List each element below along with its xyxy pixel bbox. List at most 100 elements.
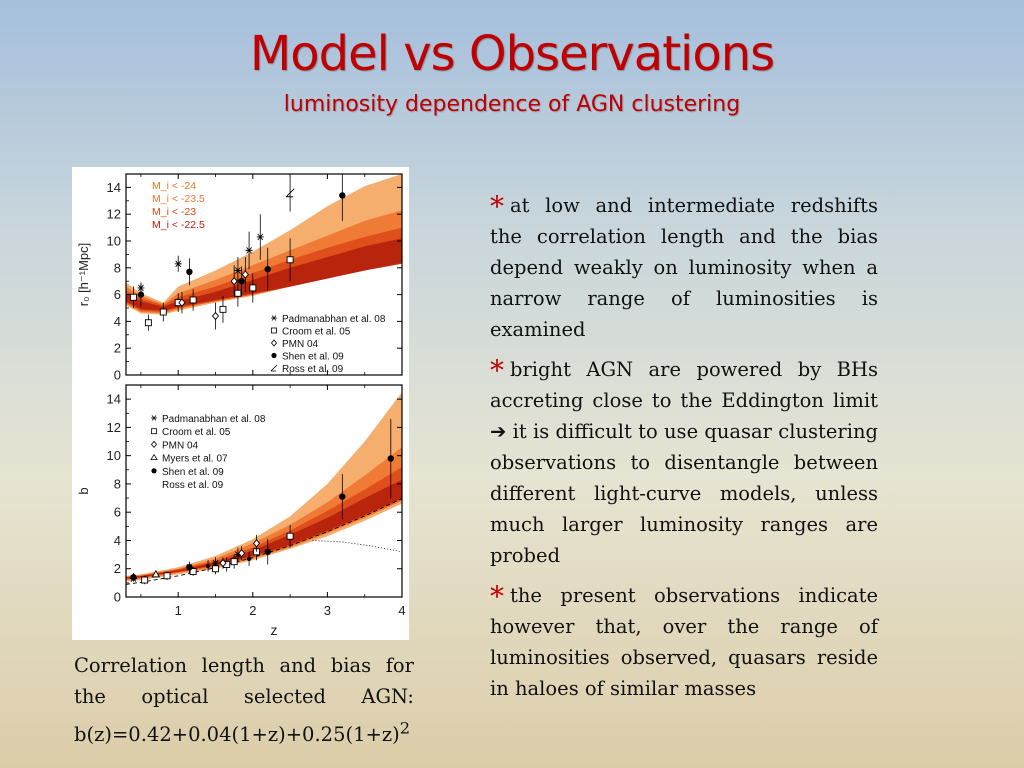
y-tick-label: 2 [114, 341, 121, 356]
y-tick-label: 12 [107, 420, 121, 435]
bullet-star-icon: * [490, 580, 504, 613]
data-point [286, 256, 294, 264]
legend-marker [150, 440, 158, 449]
figure-caption: Correlation length and bias for the opti… [74, 650, 414, 750]
plot-frame [125, 173, 403, 376]
data-point [339, 493, 346, 500]
legend-marker [151, 428, 157, 435]
data-point [189, 296, 197, 304]
bullet-text: bright AGN are powered by BHs accreting … [490, 358, 878, 567]
data-point [241, 270, 249, 279]
data-point [252, 539, 261, 548]
data-point [211, 311, 220, 321]
legend-marker [150, 453, 158, 460]
model-band-0-2 [126, 227, 402, 312]
data-point [189, 568, 197, 576]
model-legend-entry: M_i < -23 [152, 206, 196, 218]
data-point [141, 576, 149, 584]
model-legend-entry: M_i < -23.5 [152, 193, 205, 205]
y-tick-label: 0 [114, 590, 121, 605]
figure-panel: 0 2 4 6 8 10 12 14 r₀ [h⁻¹Mpc] M_i < -24 M_i < -23… [72, 167, 409, 640]
y-tick-label: 2 [114, 561, 121, 576]
plot-frame [125, 384, 403, 598]
data-point [264, 265, 271, 273]
data-point [205, 563, 211, 569]
y-tick-label: 4 [114, 314, 121, 329]
legend-entry: Shen et al. 09 [162, 467, 224, 478]
data-point [286, 532, 294, 540]
legend-marker [271, 352, 277, 359]
y-axis-label: b [76, 487, 91, 494]
bullet-star-icon: * [490, 190, 504, 223]
data-point [285, 188, 295, 198]
data-point [186, 564, 193, 571]
y-tick-label: 6 [114, 287, 121, 302]
data-point [234, 289, 242, 297]
x-axis-label: z [271, 622, 278, 638]
data-point [219, 305, 227, 313]
data-point [159, 308, 167, 316]
legend-entry: Croom et al. 05 [162, 427, 231, 438]
bullet-text: at low and intermediate redshifts the co… [490, 194, 878, 341]
dotted-curve [312, 540, 402, 553]
legend-entry: PMN 04 [282, 339, 319, 350]
y-axis-label: r₀ [h⁻¹Mpc] [76, 243, 91, 307]
y-tick-label: 14 [107, 392, 121, 407]
data-point [130, 574, 137, 581]
legend-marker [270, 364, 278, 372]
model-legend-entry: M_i < -22.5 [152, 219, 205, 231]
model-band-0-3 [126, 238, 402, 311]
model-band-0-1 [126, 210, 402, 314]
model-band-0-0 [126, 174, 402, 315]
y-tick-label: 0 [114, 368, 121, 383]
data-point [230, 558, 238, 566]
y-tick-label: 10 [107, 448, 121, 463]
data-point [212, 565, 219, 573]
x-tick-label: 3 [324, 603, 331, 618]
data-point [151, 569, 161, 578]
bullet-item: * at low and intermediate redshifts the c… [490, 187, 878, 345]
data-point [246, 556, 252, 562]
bullet-item: * the present observations indicate howev… [490, 577, 878, 704]
model-legend-entry: M_i < -24 [152, 180, 196, 192]
data-point [238, 548, 246, 558]
data-point [249, 284, 257, 292]
y-tick-label: 12 [107, 207, 121, 222]
x-tick-label: 2 [249, 603, 256, 618]
slide-subtitle: luminosity dependence of AGN clustering [283, 92, 741, 117]
legend-entry: Ross et al. 09 [162, 480, 224, 491]
caption-formula-sup: 2 [399, 718, 411, 737]
legend-marker [270, 339, 278, 347]
caption-formula: b(z)=0.42+0.04(1+z)+0.25(1+z)2 [74, 718, 410, 746]
y-tick-label: 8 [114, 476, 121, 491]
data-point [264, 548, 271, 555]
legend-entry: Shen et al. 09 [282, 352, 344, 363]
data-point [230, 277, 238, 286]
bullet-list: * at low and intermediate redshifts the c… [490, 187, 878, 710]
data-point [130, 293, 137, 301]
y-tick-label: 6 [114, 505, 121, 520]
model-band-1-2 [126, 467, 402, 580]
data-point [174, 260, 182, 268]
y-tick-label: 14 [107, 180, 121, 195]
data-point [144, 319, 152, 327]
slide-title: Model vs Observations [249, 26, 775, 82]
y-tick-label: 10 [107, 234, 121, 249]
legend-entry: PMN 04 [162, 440, 199, 451]
data-point [387, 455, 395, 462]
bullet-text: the present observations indicate howeve… [490, 584, 878, 700]
data-point [178, 298, 186, 307]
data-point [219, 558, 227, 568]
legend-entry: Croom et al. 05 [282, 327, 351, 338]
data-point [339, 192, 346, 199]
legend-entry: Myers et al. 07 [162, 454, 228, 465]
data-point [238, 278, 245, 285]
caption-formula-main: b(z)=0.42+0.04(1+z)+0.25(1+z) [74, 722, 400, 746]
data-point [163, 572, 171, 580]
y-tick-label: 4 [114, 533, 121, 548]
data-point [186, 268, 193, 276]
legend-entry: Padmanabhan et al. 08 [282, 314, 386, 325]
legend-marker [271, 315, 277, 321]
legend-marker [271, 327, 277, 334]
